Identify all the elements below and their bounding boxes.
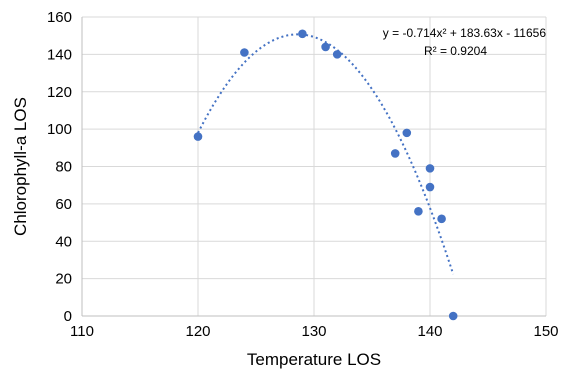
y-tick-label: 40	[55, 233, 72, 250]
y-tick-labels: 0 20 40 60 80 100 120 140 160	[47, 9, 72, 325]
data-point	[390, 149, 400, 158]
data-point	[298, 29, 307, 39]
data-point	[240, 48, 249, 57]
y-tick-label: 120	[47, 84, 72, 101]
data-point	[402, 128, 412, 138]
data-point	[193, 132, 203, 141]
data-point	[414, 207, 423, 216]
x-tick-label: 140	[417, 323, 442, 340]
data-point	[321, 42, 330, 52]
x-tick-label: 110	[70, 323, 94, 340]
y-tick-label: 0	[64, 308, 72, 325]
y-tick-label: 160	[47, 9, 72, 26]
data-point	[425, 182, 435, 192]
x-tick-label: 130	[301, 323, 326, 340]
data-point	[332, 50, 342, 59]
x-tick-label: 150	[533, 323, 558, 340]
polynomial-trendline	[197, 33, 455, 275]
y-tick-label: 140	[47, 46, 72, 63]
gridlines	[82, 16, 547, 316]
y-tick-label: 20	[55, 271, 72, 288]
x-tick-labels: 110 120 130 140 150	[70, 323, 558, 340]
y-tick-label: 100	[47, 121, 72, 138]
x-tick-label: 120	[185, 323, 210, 340]
x-axis-title: Temperature LOS	[247, 350, 381, 369]
y-tick-label: 60	[55, 196, 72, 213]
data-point	[437, 214, 446, 224]
trendline-equation: y = -0.714x² + 183.63x - 11656	[383, 26, 547, 40]
y-tick-label: 80	[55, 159, 72, 176]
data-points	[193, 29, 458, 321]
y-axis-title: Chlorophyll-a LOS	[11, 97, 30, 236]
data-point	[448, 311, 458, 321]
axes	[81, 17, 546, 317]
data-point	[425, 164, 435, 173]
r-squared-label: R² = 0.9204	[424, 44, 487, 58]
